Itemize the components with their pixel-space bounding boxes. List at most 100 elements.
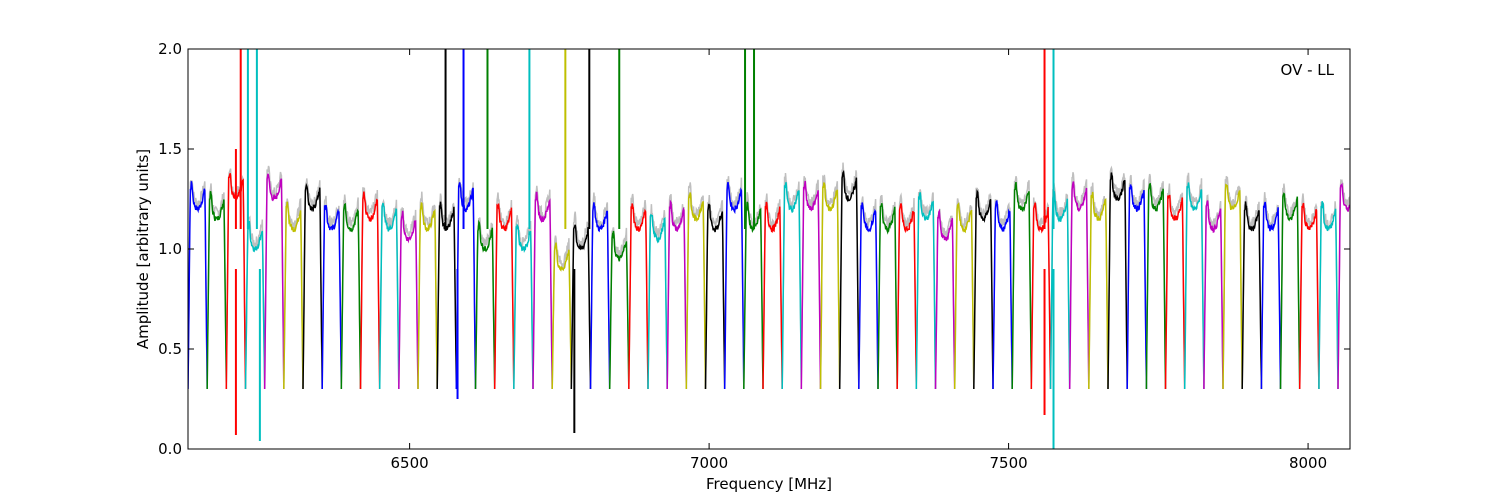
raw-band-line-63: [1396, 170, 1415, 389]
band-line-1: [206, 191, 228, 390]
band-line-9: [359, 191, 381, 390]
raw-band-line-17: [513, 215, 534, 390]
raw-band-line-12: [417, 191, 438, 390]
band-line-26: [685, 192, 707, 390]
band-line-41: [973, 189, 994, 390]
raw-band-line-5: [283, 197, 304, 390]
x-tick-label-0: 6500: [391, 454, 429, 472]
band-line-22: [608, 230, 630, 390]
raw-band-line-61: [1357, 134, 1376, 389]
band-line-46: [1068, 181, 1090, 390]
band-line-15: [474, 219, 496, 390]
band-line-13: [436, 201, 458, 390]
y-tick-label-2: 1.0: [158, 240, 182, 258]
y-axis: 0.0 0.5 1.0 1.5 2.0: [158, 40, 1350, 458]
raw-band-line-52: [1183, 172, 1205, 390]
raw-band-line-58: [1298, 193, 1320, 390]
raw-band-line-30: [762, 193, 783, 390]
band-line-19: [551, 242, 573, 390]
raw-band-line-35: [858, 196, 879, 390]
raw-band-line-24: [647, 204, 668, 390]
raw-band-line-42: [992, 199, 1013, 390]
band-line-33: [819, 182, 841, 390]
band-line-34: [838, 169, 860, 390]
band-line-10: [378, 202, 400, 390]
raw-band-line-9: [359, 187, 381, 390]
raw-band-line-20: [570, 211, 592, 390]
band-line-35: [858, 202, 879, 390]
raw-band-line-41: [973, 187, 994, 390]
raw-band-line-19: [551, 235, 573, 390]
band-line-47: [1088, 191, 1109, 390]
band-line-23: [628, 203, 649, 390]
band-line-16: [493, 203, 515, 390]
raw-band-line-4: [263, 165, 285, 390]
band-line-56: [1260, 201, 1282, 390]
band-line-55: [1241, 201, 1263, 390]
band-line-0: [188, 181, 208, 390]
band-line-61: [1357, 143, 1376, 389]
band-line-31: [781, 182, 803, 390]
raw-band-line-13: [436, 193, 458, 390]
band-line-12: [417, 202, 438, 390]
band-line-39: [934, 208, 956, 390]
band-line-59: [1318, 201, 1339, 390]
band-line-28: [723, 181, 745, 390]
band-line-21: [589, 202, 611, 390]
band-line-30: [762, 201, 783, 390]
raw-band-line-15: [474, 217, 496, 390]
band-line-58: [1298, 202, 1320, 390]
raw-band-line-49: [1126, 174, 1148, 390]
band-line-32: [800, 180, 822, 390]
band-line-18: [532, 191, 553, 390]
raw-band-line-40: [953, 198, 975, 390]
y-tick-label-0: 0.0: [158, 440, 182, 458]
raw-band-line-39: [934, 208, 956, 390]
raw-band-line-60: [1337, 179, 1350, 390]
band-line-42: [992, 200, 1013, 390]
y-axis-label: Amplitude [arbitrary units]: [134, 149, 152, 349]
raw-band-line-22: [608, 227, 630, 390]
band-line-57: [1279, 192, 1301, 390]
band-line-40: [953, 202, 975, 390]
band-line-36: [877, 203, 898, 390]
raw-band-line-32: [800, 176, 822, 390]
band-line-52: [1183, 182, 1205, 390]
band-line-50: [1145, 182, 1167, 390]
raw-band-line-48: [1107, 165, 1128, 390]
band-line-27: [704, 203, 726, 390]
band-line-63: [1396, 173, 1415, 390]
x-axis-label: Frequency [MHz]: [706, 475, 832, 493]
x-tick-label-3: 8000: [1289, 454, 1327, 472]
raw-band-line-37: [896, 192, 918, 390]
y-tick-label-3: 1.5: [158, 140, 182, 158]
raw-band-line-46: [1068, 172, 1090, 390]
band-line-25: [666, 199, 688, 390]
raw-band-line-31: [781, 172, 803, 390]
raw-band-line-53: [1203, 194, 1224, 390]
band-line-7: [321, 204, 343, 390]
x-tick-label-2: 7500: [989, 454, 1027, 472]
band-line-11: [398, 210, 419, 390]
raw-band-line-33: [819, 174, 841, 390]
band-line-24: [647, 213, 668, 390]
band-line-14: [455, 182, 477, 390]
band-line-51: [1164, 194, 1186, 390]
band-line-44: [1030, 202, 1052, 390]
band-line-43: [1011, 181, 1033, 390]
band-line-6: [302, 182, 323, 390]
band-line-54: [1222, 183, 1243, 390]
band-line-20: [570, 224, 592, 390]
raw-band-line-23: [628, 193, 649, 390]
band-line-5: [283, 201, 304, 390]
chart-annotation: OV - LL: [1281, 61, 1335, 79]
band-line-62: [1376, 185, 1395, 389]
raw-band-line-0: [188, 180, 208, 390]
band-line-29: [743, 201, 764, 390]
band-line-38: [915, 192, 937, 390]
band-line-37: [896, 203, 918, 390]
x-axis: 6500 7000 7500 8000: [391, 49, 1327, 472]
band-line-17: [513, 223, 534, 390]
band-line-49: [1126, 184, 1148, 390]
x-tick-label-1: 7000: [690, 454, 728, 472]
